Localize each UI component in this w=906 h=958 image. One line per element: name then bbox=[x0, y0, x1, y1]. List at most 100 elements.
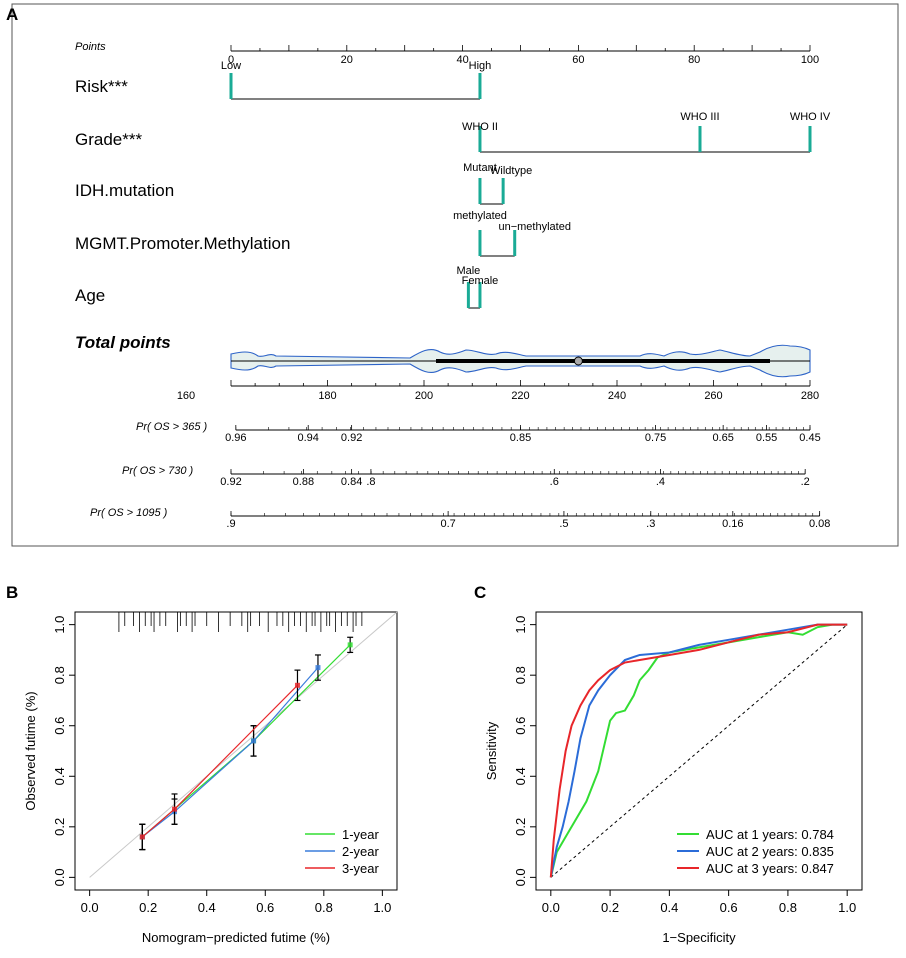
reference-diagonal bbox=[550, 624, 848, 878]
risk-level-label: High bbox=[469, 60, 492, 72]
pr-tick-label: 0.7 bbox=[440, 518, 455, 530]
grade-label: Grade*** bbox=[75, 130, 142, 149]
calibration-point bbox=[294, 682, 300, 688]
total-tick-label: 180 bbox=[318, 390, 336, 402]
total-tick-label: 220 bbox=[511, 390, 529, 402]
y-tick-label: 0.6 bbox=[513, 717, 528, 735]
age-label: Age bbox=[75, 286, 105, 305]
pr-tick-label: 0.85 bbox=[510, 432, 531, 444]
points-tick-label: 100 bbox=[801, 54, 819, 66]
pr-tick-label: 0.92 bbox=[220, 476, 241, 488]
total-points-distribution bbox=[230, 344, 811, 378]
grade-level-label: WHO III bbox=[680, 111, 719, 123]
idh-level-label: Wildtype bbox=[490, 165, 532, 177]
age-level-label: Male bbox=[456, 265, 480, 277]
y-tick-label: 0.8 bbox=[513, 666, 528, 684]
pr-tick-label: 0.16 bbox=[722, 518, 743, 530]
calibration-line-2-year bbox=[141, 667, 319, 838]
pr-tick-label: .9 bbox=[226, 518, 235, 530]
total-tick-label: 240 bbox=[608, 390, 626, 402]
legend-label: 2-year bbox=[342, 844, 380, 859]
mgmt-label: MGMT.Promoter.Methylation bbox=[75, 234, 290, 253]
pr-row-label: Pr( OS > 730 ) bbox=[122, 465, 194, 477]
total-tick-label: 280 bbox=[801, 390, 819, 402]
pr-tick-label: 0.65 bbox=[712, 432, 733, 444]
calibration-point bbox=[172, 806, 178, 812]
x-tick-label: 1.0 bbox=[373, 900, 391, 915]
pr-tick-label: 0.45 bbox=[799, 432, 820, 444]
panel-a-letter: A bbox=[6, 5, 18, 24]
points-tick-label: 80 bbox=[688, 54, 700, 66]
roc-curve bbox=[549, 623, 848, 878]
x-axis-title: Nomogram−predicted futime (%) bbox=[142, 930, 330, 945]
nomogram: 0 20 40 60 80 100 Low High WHO II WHO III WHO IV Mu… bbox=[90, 45, 831, 530]
pr-tick-label: 0.55 bbox=[756, 432, 777, 444]
x-tick-label: 0.2 bbox=[139, 900, 157, 915]
total-points-label: Total points bbox=[75, 333, 171, 352]
mgmt-level-label: un−methylated bbox=[498, 221, 570, 233]
pr-tick-label: 0.84 bbox=[341, 476, 362, 488]
idh-label: IDH.mutation bbox=[75, 181, 174, 200]
pr-tick-label: 0.92 bbox=[341, 432, 362, 444]
mgmt-level-label: methylated bbox=[453, 210, 507, 222]
points-tick-label: 60 bbox=[572, 54, 584, 66]
points-tick-label: 0 bbox=[228, 54, 234, 66]
y-tick-label: 0.6 bbox=[52, 717, 67, 735]
calibration-plot: 0.0 0.2 0.4 0.6 0.8 1.0 0.0 0.2 0.4 0.6 0.8 1.0 Nomo… bbox=[23, 611, 398, 945]
plot-frame bbox=[535, 611, 863, 891]
risk-label: Risk*** bbox=[75, 77, 128, 96]
pr-tick-label: 0.75 bbox=[645, 432, 666, 444]
x-tick-label: 0.6 bbox=[256, 900, 274, 915]
total-tick-label: 160 bbox=[177, 390, 195, 402]
x-tick-label: 0.0 bbox=[81, 900, 99, 915]
legend-label: 3-year bbox=[342, 861, 380, 876]
x-tick-label: 0.4 bbox=[660, 900, 678, 915]
pr-tick-label: 0.88 bbox=[293, 476, 314, 488]
x-axis-title: 1−Specificity bbox=[662, 930, 736, 945]
calibration-point bbox=[251, 738, 257, 744]
x-tick-label: 0.8 bbox=[315, 900, 333, 915]
x-tick-label: 0.4 bbox=[198, 900, 216, 915]
legend-label: 1-year bbox=[342, 827, 380, 842]
y-tick-label: 0.2 bbox=[513, 818, 528, 836]
pr-tick-label: .5 bbox=[559, 518, 568, 530]
idh-level-label: Mutant bbox=[463, 162, 497, 174]
y-tick-label: 0.8 bbox=[52, 666, 67, 684]
pr-tick-label: 0.94 bbox=[297, 432, 318, 444]
total-points-marker bbox=[573, 356, 583, 366]
pr-tick-label: .2 bbox=[801, 476, 810, 488]
y-tick-label: 1.0 bbox=[513, 616, 528, 634]
pr-tick-label: .6 bbox=[550, 476, 559, 488]
panel-a-frame bbox=[11, 3, 899, 547]
points-tick-label: 40 bbox=[456, 54, 468, 66]
ideal-line bbox=[89, 611, 398, 878]
age-level-label: Female bbox=[462, 275, 499, 287]
x-tick-label: 0.2 bbox=[601, 900, 619, 915]
risk-level-label: Low bbox=[221, 60, 241, 72]
roc-curve bbox=[549, 623, 848, 878]
y-tick-label: 0.0 bbox=[513, 868, 528, 886]
pr-row-label: Pr( OS > 1095 ) bbox=[90, 507, 168, 519]
calibration-line-3-year bbox=[141, 684, 298, 838]
calibration-point bbox=[139, 834, 145, 840]
x-tick-label: 0.8 bbox=[779, 900, 797, 915]
points-label: Points bbox=[75, 41, 106, 53]
y-tick-label: 1.0 bbox=[52, 616, 67, 634]
points-tick-label: 20 bbox=[341, 54, 353, 66]
pr-tick-label: 0.96 bbox=[225, 432, 246, 444]
x-tick-label: 0.6 bbox=[720, 900, 738, 915]
roc-plot: 0.0 0.2 0.4 0.6 0.8 1.0 0.0 0.2 0.4 0.6 0.8 1.0 1−Sp… bbox=[484, 611, 863, 945]
x-tick-label: 0.0 bbox=[542, 900, 560, 915]
y-axis-title: Observed futime (%) bbox=[23, 691, 38, 810]
y-tick-label: 0.4 bbox=[513, 767, 528, 785]
total-tick-label: 260 bbox=[704, 390, 722, 402]
pr-tick-label: 0.08 bbox=[809, 518, 830, 530]
pr-tick-label: .4 bbox=[656, 476, 665, 488]
calibration-point bbox=[347, 642, 353, 648]
plot-frame bbox=[74, 611, 398, 891]
x-tick-label: 1.0 bbox=[838, 900, 856, 915]
y-axis-title: Sensitivity bbox=[484, 721, 499, 780]
y-tick-label: 0.4 bbox=[52, 767, 67, 785]
pr-row-label: Pr( OS > 365 ) bbox=[136, 421, 208, 433]
